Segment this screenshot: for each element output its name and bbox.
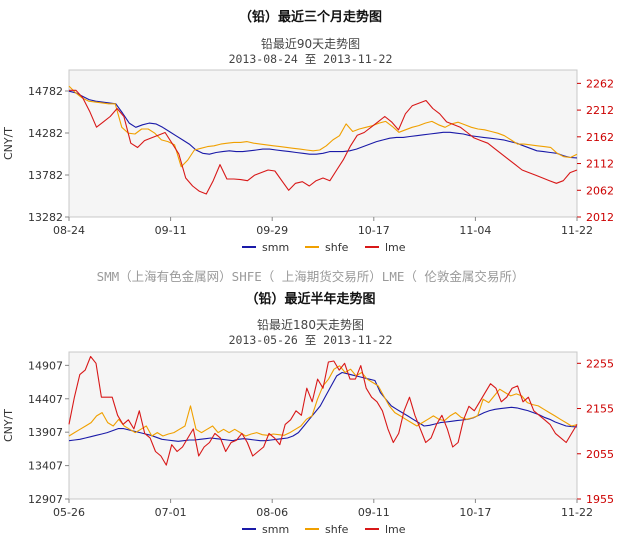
chart-2-left-tick-label: 13407 xyxy=(28,460,63,473)
chart-1-date-range: 2013-08-24 至 2013-11-22 xyxy=(228,52,393,66)
chart-1-x-tick-label: 09-11 xyxy=(155,224,187,237)
chart-1-x-tick-label: 10-17 xyxy=(358,224,390,237)
chart-2-title: 铅最近180天走势图 xyxy=(257,318,364,332)
chart-2-x-tick-label: 07-01 xyxy=(155,506,187,519)
chart-2-right-tick-label: 2255 xyxy=(586,357,614,370)
chart-2-date-range: 2013-05-26 至 2013-11-22 xyxy=(228,333,393,347)
chart-1-title: 铅最近90天走势图 xyxy=(260,37,361,51)
chart-1-x-tick-label: 08-24 xyxy=(53,224,85,237)
chart-1-series-shfe-line xyxy=(68,85,578,168)
chart-2-x-tick-label: 05-26 xyxy=(53,506,85,519)
chart-2-left-tick-label: 12907 xyxy=(28,493,63,506)
chart-1-legend-label-smm: smm xyxy=(262,241,289,254)
chart-2-x-tick-label: 09-11 xyxy=(358,506,390,519)
chart-2-x-tick-label: 11-22 xyxy=(561,506,593,519)
chart-2-right-tick-label: 2055 xyxy=(586,448,614,461)
chart-1-series-lme-line xyxy=(69,89,578,195)
chart-1-plot-area xyxy=(68,69,578,218)
chart-2-x-tick-label: 10-17 xyxy=(459,506,491,519)
chart-2-legend-label-smm: smm xyxy=(262,523,289,536)
chart-1-series-smm-line xyxy=(68,90,578,159)
chart-2-series-smm-line xyxy=(68,371,578,442)
chart-2-y-axis-label: CNY/T xyxy=(2,409,15,442)
chart-1-right-tick-label: 2012 xyxy=(586,211,614,224)
chart-2: 12907 13407 13907 14407 14907 1955 2055 2155 225… xyxy=(2,351,614,536)
chart-2-left-tick-label: 13907 xyxy=(28,426,63,439)
chart-1-x-tick-label: 11-04 xyxy=(459,224,491,237)
chart-2-series-lme-line xyxy=(68,355,578,466)
chart-2-left-tick-label: 14907 xyxy=(28,359,63,372)
chart-2-left-tick-label: 14407 xyxy=(28,393,63,406)
chart-1-right-tick-label: 2212 xyxy=(586,104,614,117)
chart-1-left-tick-label: 14782 xyxy=(28,85,63,98)
chart-2-right-tick-label: 2155 xyxy=(586,403,614,416)
chart-1-y-axis-label: CNY/T xyxy=(2,127,15,160)
chart-2-heading: （铅）最近半年走势图 xyxy=(245,292,376,307)
chart-1-legend-label-lme: lme xyxy=(385,241,406,254)
chart-1-right-tick-label: 2162 xyxy=(586,131,614,144)
chart-1-right-tick-label: 2112 xyxy=(586,158,614,171)
chart-1-left-tick-label: 14282 xyxy=(28,127,63,140)
chart-2-legend-label-shfe: shfe xyxy=(325,523,349,536)
chart-1-x-tick-label: 11-22 xyxy=(561,224,593,237)
chart-1: 13282 13782 14282 14782 2012 2062 2112 2162 2212… xyxy=(2,69,614,254)
chart-1-x-tick-label: 09-29 xyxy=(256,224,288,237)
chart-2-plot-area xyxy=(68,351,578,500)
chart-1-right-tick-label: 2062 xyxy=(586,184,614,197)
source-line: SMM（上海有色金属网）SHFE（ 上海期货交易所）LME（ 伦敦金属交易所） xyxy=(96,269,525,284)
chart-1-heading: （铅）最近三个月走势图 xyxy=(238,10,382,25)
chart-1-left-tick-label: 13282 xyxy=(28,211,63,224)
chart-2-x-tick-label: 08-06 xyxy=(256,506,288,519)
chart-2-legend-label-lme: lme xyxy=(385,523,406,536)
chart-1-right-tick-label: 2262 xyxy=(586,77,614,90)
chart-2-right-tick-label: 1955 xyxy=(586,493,614,506)
chart-1-left-tick-label: 13782 xyxy=(28,169,63,182)
chart-1-legend-label-shfe: shfe xyxy=(325,241,349,254)
